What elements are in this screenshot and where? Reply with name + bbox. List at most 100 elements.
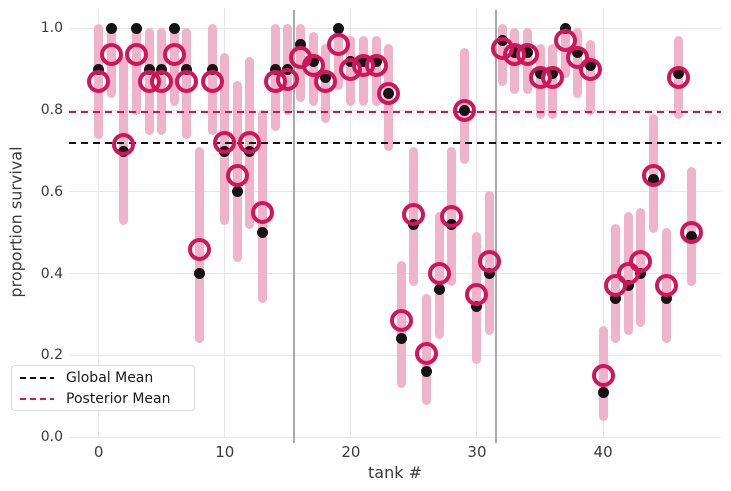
posterior-mean-ring bbox=[642, 164, 666, 187]
posterior-mean-ring bbox=[99, 43, 123, 67]
posterior-mean-ring bbox=[213, 131, 237, 155]
x-axis-label: tank # bbox=[368, 463, 422, 482]
x-gridline bbox=[602, 8, 604, 437]
y-gridline bbox=[69, 436, 721, 438]
observed-survival-dot bbox=[471, 300, 483, 312]
posterior-mean-ring bbox=[667, 65, 691, 89]
y-tick-label: 0.4 bbox=[40, 265, 63, 282]
posterior-mean-ring bbox=[87, 70, 111, 94]
observed-survival-dot bbox=[269, 63, 281, 75]
y-tick-label: 0.6 bbox=[40, 183, 63, 200]
x-tick-label: 30 bbox=[467, 443, 487, 461]
posterior-mean-ring bbox=[124, 43, 148, 67]
global-mean-dash-swatch bbox=[20, 376, 54, 379]
observed-survival-dot bbox=[635, 268, 647, 280]
observed-survival-dot bbox=[660, 292, 672, 304]
observed-survival-dot bbox=[610, 292, 622, 304]
observed-survival-dot bbox=[597, 386, 609, 398]
posterior-mean-ring bbox=[276, 68, 300, 91]
credible-interval-bar bbox=[333, 23, 343, 91]
observed-survival-dot bbox=[206, 63, 218, 75]
y-gridline bbox=[69, 354, 721, 356]
credible-interval-bar bbox=[131, 23, 141, 115]
x-tick-label: 20 bbox=[341, 443, 361, 461]
y-tick-label: 0.2 bbox=[40, 347, 63, 364]
posterior-mean-ring bbox=[541, 65, 565, 89]
posterior-mean-ring bbox=[238, 131, 262, 155]
observed-survival-dot bbox=[143, 63, 155, 75]
global-mean-line bbox=[69, 141, 721, 144]
posterior-mean-dash-swatch bbox=[20, 397, 54, 400]
x-tick-label: 10 bbox=[215, 443, 235, 461]
posterior-mean-ring bbox=[465, 282, 489, 306]
posterior-mean-ring bbox=[150, 70, 174, 94]
posterior-mean-line bbox=[69, 111, 721, 114]
observed-survival-dot bbox=[395, 333, 407, 345]
posterior-mean-ring bbox=[478, 249, 502, 273]
posterior-mean-ring bbox=[175, 70, 199, 94]
y-gridline bbox=[69, 191, 721, 193]
posterior-mean-ring bbox=[427, 262, 451, 286]
observed-survival-dot bbox=[257, 227, 269, 239]
posterior-mean-ring bbox=[629, 249, 653, 273]
posterior-mean-ring bbox=[604, 274, 628, 298]
y-tick-label: 0.8 bbox=[40, 102, 63, 119]
observed-survival-dot bbox=[105, 22, 117, 34]
posterior-mean-ring bbox=[377, 82, 401, 106]
posterior-mean-ring bbox=[251, 200, 275, 224]
posterior-mean-ring bbox=[578, 57, 602, 81]
posterior-mean-ring bbox=[389, 309, 413, 333]
y-tick-label: 1.0 bbox=[40, 20, 63, 37]
posterior-mean-ring bbox=[566, 45, 590, 69]
observed-survival-dot bbox=[484, 268, 496, 280]
posterior-mean-ring bbox=[188, 237, 212, 261]
observed-survival-dot bbox=[622, 280, 634, 292]
observed-survival-dot bbox=[130, 22, 142, 34]
posterior-mean-ring bbox=[591, 364, 615, 388]
posterior-mean-ring bbox=[616, 262, 640, 286]
y-gridline bbox=[69, 273, 721, 275]
x-gridline bbox=[476, 8, 478, 437]
observed-survival-dot bbox=[156, 63, 168, 75]
posterior-mean-ring bbox=[553, 29, 577, 53]
legend-entry-global-mean: Global Mean bbox=[20, 370, 186, 386]
plot-area bbox=[69, 8, 721, 443]
observed-survival-dot bbox=[332, 22, 344, 34]
legend-entry-posterior-mean: Posterior Mean bbox=[20, 391, 186, 407]
observed-survival-dot bbox=[168, 22, 180, 34]
posterior-mean-ring bbox=[402, 202, 426, 226]
y-gridline bbox=[69, 27, 721, 29]
group-separator-line bbox=[494, 10, 497, 443]
posterior-mean-ring bbox=[440, 204, 464, 228]
posterior-mean-ring bbox=[301, 53, 325, 77]
observed-survival-dot bbox=[421, 366, 433, 378]
y-gridline bbox=[69, 109, 721, 111]
x-tick-label: 40 bbox=[593, 443, 613, 461]
posterior-mean-ring bbox=[654, 274, 678, 298]
posterior-mean-ring bbox=[364, 53, 388, 77]
posterior-mean-ring bbox=[679, 221, 703, 245]
observed-survival-dot bbox=[559, 22, 571, 34]
posterior-mean-ring bbox=[225, 164, 249, 187]
y-tick-label: 0.0 bbox=[40, 429, 63, 445]
posterior-mean-ring bbox=[452, 98, 476, 122]
legend: Global Mean Posterior Mean bbox=[11, 365, 195, 411]
posterior-mean-ring bbox=[200, 70, 224, 94]
posterior-mean-ring bbox=[415, 341, 439, 365]
observed-survival-dot bbox=[181, 63, 193, 75]
observed-survival-dot bbox=[231, 186, 243, 198]
observed-survival-dot bbox=[93, 63, 105, 75]
observed-survival-dot bbox=[194, 268, 206, 280]
posterior-mean-ring bbox=[326, 33, 350, 57]
observed-survival-dot bbox=[433, 284, 445, 296]
x-tick-label: 0 bbox=[93, 443, 104, 461]
posterior-mean-ring bbox=[162, 43, 186, 67]
posterior-mean-ring bbox=[515, 43, 539, 67]
legend-label-global-mean: Global Mean bbox=[66, 369, 154, 386]
x-gridline bbox=[98, 8, 100, 437]
posterior-mean-ring bbox=[314, 70, 338, 94]
posterior-mean-ring bbox=[112, 133, 136, 157]
legend-label-posterior-mean: Posterior Mean bbox=[66, 390, 171, 407]
x-gridline bbox=[350, 8, 352, 437]
